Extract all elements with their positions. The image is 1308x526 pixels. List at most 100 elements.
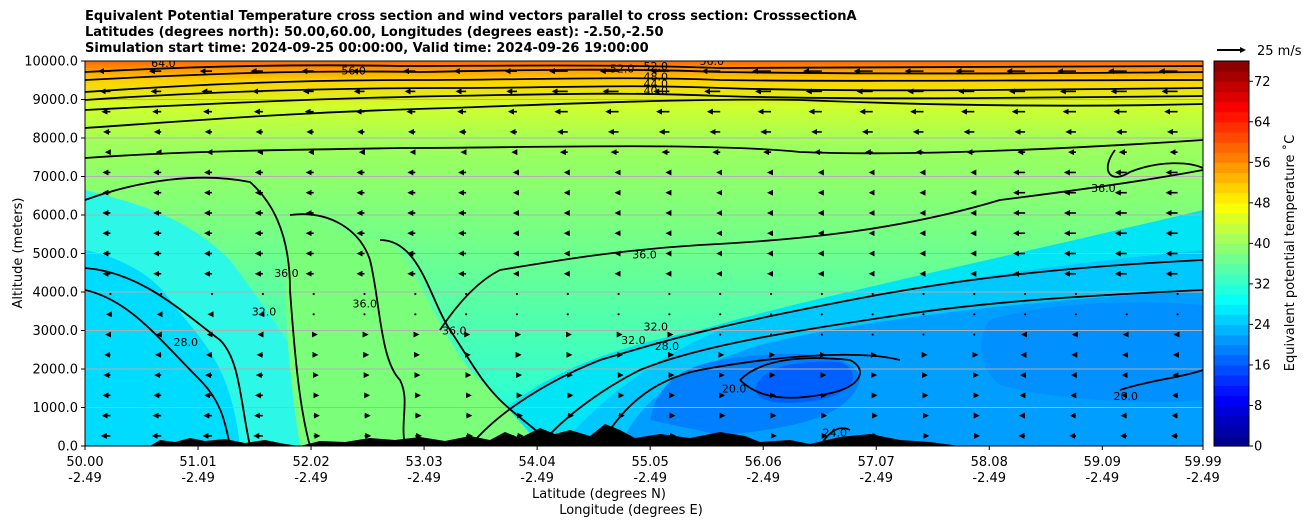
- deep-blue-core-2: [755, 361, 854, 403]
- colorbar-segment: [1214, 71, 1249, 82]
- contour-label: 36.0: [1091, 182, 1116, 195]
- colorbar-segment: [1214, 405, 1249, 417]
- colorbar-tick-label: 24: [1254, 318, 1271, 333]
- y-tick-label: 8000.0: [33, 132, 79, 147]
- chart-title-line-2: Latitudes (degrees north): 50.00,60.00, …: [85, 25, 664, 40]
- colorbar-segment: [1214, 182, 1249, 194]
- colorbar-segment: [1214, 212, 1249, 224]
- colorbar-segment: [1214, 61, 1249, 72]
- wind-vector: [617, 292, 620, 296]
- contour-label: 32.0: [252, 305, 277, 318]
- colorbar-tick-label: 8: [1254, 399, 1262, 414]
- colorbar-segment: [1214, 101, 1249, 113]
- colorbar-segment: [1214, 304, 1249, 315]
- horizontal-gridlines: [85, 99, 1203, 408]
- contour-line: [85, 267, 251, 446]
- colorbar-frame: [1213, 60, 1250, 447]
- y-tick-label: 0.0: [57, 440, 78, 455]
- x-tick-label-lon: -2.49: [520, 471, 554, 486]
- contour-label: 28.0: [655, 340, 680, 353]
- x-axis-label-latitude: Latitude (degrees N): [532, 487, 666, 502]
- x-tick-label-lon: -2.49: [181, 471, 215, 486]
- wind-vector: [719, 313, 722, 316]
- y-tick-label: 2000.0: [33, 363, 79, 378]
- cyan-band-left: [85, 250, 240, 446]
- wind-vector: [871, 292, 874, 296]
- wind-vector: [109, 292, 112, 296]
- terrain-fill: [85, 424, 960, 446]
- colorbar-segment: [1214, 334, 1249, 346]
- x-tick-label-lat: 51.01: [179, 455, 216, 470]
- wind-vector: [414, 292, 417, 296]
- contour-label: 32.0: [644, 321, 669, 334]
- wind-vector: [363, 292, 366, 296]
- wind-vector: [465, 313, 468, 316]
- wind-vector: [1176, 292, 1179, 296]
- contour-line: [289, 213, 406, 446]
- contour-label: 48.0: [644, 70, 669, 83]
- colorbar-segment: [1214, 253, 1249, 265]
- x-tick-label-lat: 55.05: [632, 455, 669, 470]
- y-tick-label: 7000.0: [33, 170, 79, 185]
- colorbar-segment: [1214, 162, 1249, 174]
- x-tick-label-lon: -2.49: [294, 471, 328, 486]
- wind-vector: [515, 313, 519, 316]
- contour-line: [85, 64, 1203, 73]
- wind-vector: [261, 292, 264, 296]
- contour-label: 36.0: [632, 248, 657, 261]
- contour-label: 28.0: [509, 433, 534, 446]
- wind-vector: [566, 313, 569, 316]
- wind-vector: [668, 313, 671, 316]
- contour-label: 36.0: [353, 298, 378, 311]
- contour-line: [739, 357, 861, 399]
- colorbar-segment: [1214, 223, 1249, 234]
- colorbar-segment: [1214, 324, 1249, 336]
- contour-label: 24.0: [823, 427, 848, 440]
- wind-vector: [1125, 313, 1128, 316]
- colorbar-tick-label: 48: [1254, 196, 1271, 211]
- colorbar-segment: [1214, 121, 1249, 133]
- wind-vector: [871, 333, 874, 336]
- contour-line: [539, 289, 1203, 446]
- contour-line: [1106, 149, 1203, 178]
- wind-vector: [312, 292, 315, 296]
- colorbar-segment: [1214, 273, 1249, 285]
- contour-labels: 64.056.0 52.056.052.048.044.040.036.036.0…: [151, 55, 1138, 446]
- contour-label: 28.0: [173, 336, 198, 349]
- contour-line: [599, 353, 901, 446]
- contour-label: 52.0: [644, 60, 669, 73]
- colorbar-segment: [1214, 395, 1249, 407]
- wind-vector: [160, 292, 163, 296]
- colorbar-segment: [1214, 81, 1249, 92]
- contour-label: 40.0: [644, 84, 669, 97]
- colorbar-segment: [1214, 263, 1249, 275]
- wind-vector: [922, 292, 925, 296]
- wind-vector: [922, 333, 925, 336]
- wind-vector: [820, 292, 823, 296]
- x-axis-label-longitude: Longitude (degrees E): [559, 503, 703, 518]
- wind-vector: [617, 313, 620, 316]
- wind-vector: [465, 292, 468, 296]
- colorbar-segment: [1214, 283, 1249, 295]
- wind-vectors: [98, 68, 1180, 439]
- x-tick-label-lat: 59.09: [1084, 455, 1121, 470]
- contour-line: [85, 289, 231, 446]
- contour-label: 56.0: [341, 65, 366, 78]
- colorbar-segment: [1214, 364, 1249, 376]
- x-tick-label-lat: 58.08: [971, 455, 1008, 470]
- colorbar: 0 8 16 24 32 40 48 56 64 72: [1213, 60, 1271, 455]
- colorbar-segment: [1214, 354, 1249, 366]
- colorbar-label: Equivalent potential temperature ˚C: [1282, 135, 1298, 371]
- contour-line: [85, 176, 311, 446]
- contour-label: 52.0: [610, 63, 635, 76]
- contour-label: 56.0: [699, 55, 724, 68]
- x-tick-label-lon: -2.49: [859, 471, 893, 486]
- colorbar-tick-label: 72: [1254, 75, 1271, 90]
- contour-line: [439, 169, 1203, 331]
- wind-vector: [769, 292, 773, 296]
- colorbar-tick-label: 64: [1254, 115, 1271, 130]
- wind-vector: [973, 333, 976, 336]
- colorbar-segment: [1214, 243, 1249, 255]
- contour-line: [85, 77, 1203, 93]
- colorbar-segment: [1214, 294, 1249, 305]
